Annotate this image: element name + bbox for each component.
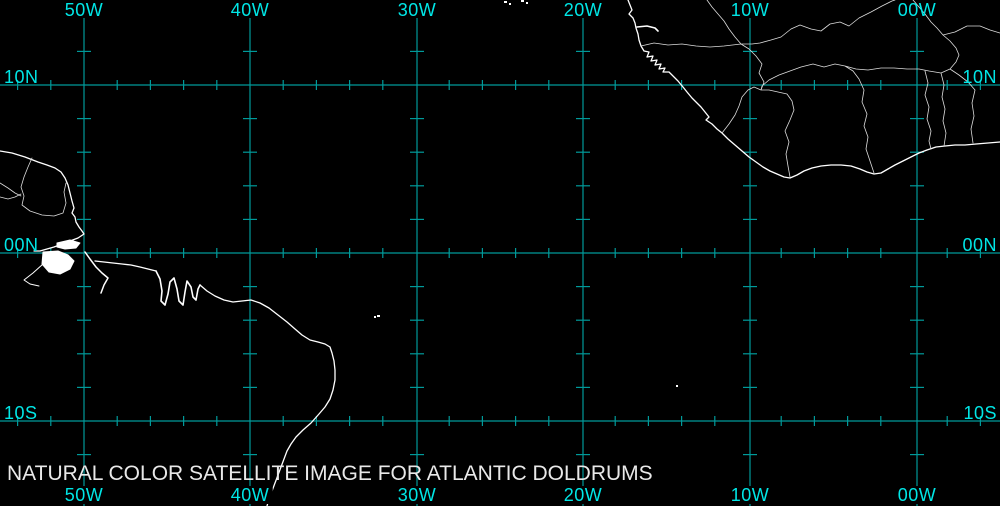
north-brazil-coast [94, 260, 157, 272]
lat-label-right-10s: 10S [963, 403, 997, 423]
ascension-island-dot [676, 385, 678, 387]
lon-label-bottom-40w: 40W [227, 486, 273, 504]
lon-label-bottom-50w: 50W [61, 486, 107, 504]
lat-label-left-10s: 10S [4, 403, 38, 423]
caption-title: NATURAL COLOR SATELLITE IMAGE FOR ATLANT… [7, 462, 653, 485]
amazon-west-bank [23, 263, 44, 287]
lat-label-left-00n: 00N [4, 235, 39, 255]
lat-label-left-10n: 10N [4, 67, 39, 87]
cape-verde-island-dot [526, 2, 528, 4]
west-africa-coastline [627, 0, 1000, 179]
sao-luis-bays [155, 270, 201, 306]
lat-label-right-10n: 10N [962, 67, 997, 87]
lon-label-top-40w: 40W [230, 0, 270, 20]
guiana-borders [0, 157, 67, 217]
para-river-channel [84, 251, 109, 294]
africa-country-borders [640, 0, 1000, 178]
gambia-river [636, 25, 659, 32]
lon-label-bottom-10w: 10W [727, 486, 773, 504]
coordinate-grid [0, 18, 1000, 506]
cape-verde-island-dot [504, 1, 507, 3]
south-america-coastline [0, 150, 336, 506]
lon-label-top-10w: 10W [730, 0, 770, 20]
brazil-east-coast [199, 284, 336, 506]
lon-label-bottom-00w: 00W [894, 486, 940, 504]
lon-label-top-50w: 50W [64, 0, 104, 20]
lon-label-top-20w: 20W [563, 0, 603, 20]
cape-verde-island-dot [521, 0, 524, 2]
lon-label-bottom-30w: 30W [394, 486, 440, 504]
marajo-island [41, 250, 75, 275]
lon-label-bottom-20w: 20W [560, 486, 606, 504]
fernando-de-noronha-dot [377, 315, 380, 317]
amazon-delta-island [56, 239, 81, 250]
lat-label-right-00n: 00N [962, 235, 997, 255]
fernando-de-noronha-dot [374, 316, 376, 318]
lon-label-top-00w: 00W [897, 0, 937, 20]
caption: NATURAL COLOR SATELLITE IMAGE FOR ATLANT… [7, 423, 653, 506]
lon-label-top-30w: 30W [397, 0, 437, 20]
cape-verde-island-dot [509, 3, 511, 5]
